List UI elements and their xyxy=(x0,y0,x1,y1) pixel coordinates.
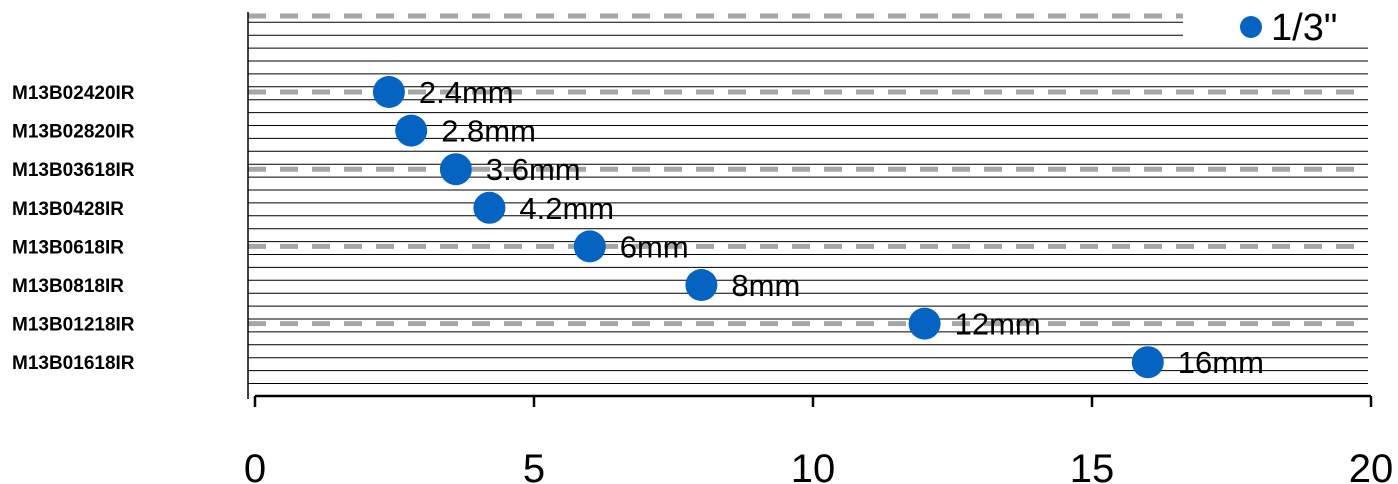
data-label: 2.4mm xyxy=(419,75,514,110)
category-label: M13B01218IR xyxy=(12,315,135,336)
category-label: M13B0618IR xyxy=(12,237,124,258)
data-label: 16mm xyxy=(1178,345,1264,380)
data-point xyxy=(473,191,506,224)
gridlines xyxy=(248,13,1368,384)
x-tick-label: 20 xyxy=(1349,447,1394,484)
legend: 1/3" xyxy=(1240,7,1337,49)
axes xyxy=(247,12,1371,399)
data-label: 6mm xyxy=(620,229,689,264)
data-point xyxy=(439,153,472,186)
legend-label: 1/3" xyxy=(1271,7,1337,49)
x-tick-label: 15 xyxy=(1070,447,1115,484)
data-point xyxy=(573,230,606,263)
x-tick-label: 0 xyxy=(244,447,266,484)
category-label: M13B01618IR xyxy=(12,353,135,374)
data-point xyxy=(685,269,718,301)
legend-marker xyxy=(1240,16,1262,38)
data-label: 4.2mm xyxy=(519,191,614,226)
data-label: 2.8mm xyxy=(441,114,536,149)
data-label: 12mm xyxy=(955,307,1041,342)
data-label: 8mm xyxy=(731,268,800,303)
category-label: M13B03618IR xyxy=(12,160,135,181)
data-label: 3.6mm xyxy=(486,152,581,187)
category-label: M13B02420IR xyxy=(12,83,135,104)
category-labels: M13B02420IR M13B02820IR M13B03618IR M13B042… xyxy=(12,83,135,374)
data-point xyxy=(908,307,941,340)
data-point xyxy=(372,76,405,108)
x-tick-label: 10 xyxy=(791,447,836,484)
category-label: M13B0428IR xyxy=(12,199,124,220)
data-point xyxy=(395,114,428,147)
category-label: M13B0818IR xyxy=(12,276,124,297)
category-label: M13B02820IR xyxy=(12,122,135,143)
x-tick-label: 5 xyxy=(523,447,545,484)
data-point xyxy=(1131,346,1164,379)
x-axis-ticks: 0 5 10 15 20 xyxy=(244,396,1393,484)
